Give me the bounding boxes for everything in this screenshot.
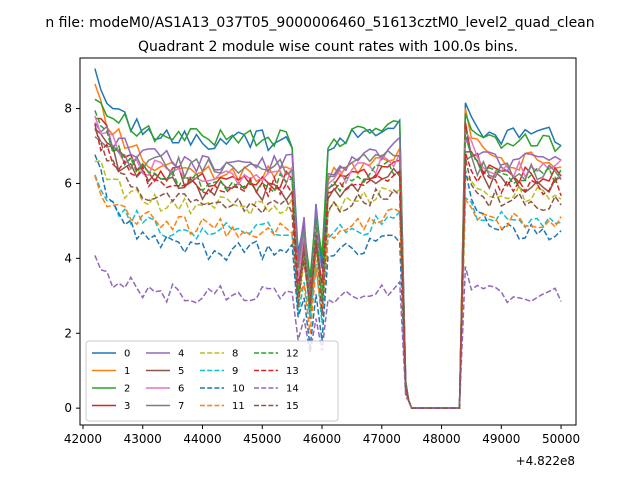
y-tick-label: 8 (64, 102, 72, 116)
y-tick-label: 2 (64, 326, 72, 340)
x-tick-label: 47000 (363, 432, 401, 446)
legend-label: 11 (232, 401, 245, 412)
series-line (94, 110, 562, 409)
x-tick-label: 45000 (243, 432, 281, 446)
plot-lines (94, 68, 562, 409)
figure-suptitle: n file: modeM0/AS1A13_037T05_9000006460_… (45, 15, 594, 31)
x-tick-label: 48000 (422, 432, 460, 446)
x-axis-offset-label: +4.822e8 (516, 454, 575, 468)
legend-label: 5 (178, 366, 184, 377)
series-line (94, 122, 562, 409)
legend-label: 12 (286, 349, 299, 360)
legend-label: 0 (124, 349, 130, 360)
series-line (94, 98, 562, 409)
legend-label: 3 (124, 401, 130, 412)
series-line (94, 128, 562, 409)
legend-label: 2 (124, 384, 130, 395)
series-line (94, 175, 562, 409)
legend-label: 4 (178, 349, 184, 360)
series-line (94, 68, 562, 409)
x-tick-label: 49000 (482, 432, 520, 446)
y-axis-ticks: 0 2 4 6 8 (64, 102, 80, 415)
legend-label: 8 (232, 349, 238, 360)
series-line (94, 174, 562, 409)
x-tick-label: 46000 (303, 432, 341, 446)
series-line (94, 154, 562, 409)
legend-label: 13 (286, 366, 299, 377)
series-line (94, 136, 562, 409)
axes-frame (79, 57, 577, 426)
x-axis-ticks: 42000 43000 44000 45000 46000 47000 48000 49000… (64, 425, 580, 446)
chart-title: Quadrant 2 module wise count rates with … (138, 39, 518, 55)
x-tick-label: 50000 (542, 432, 580, 446)
legend-label: 6 (178, 384, 184, 395)
x-tick-label: 43000 (124, 432, 162, 446)
legend-label: 14 (286, 384, 299, 395)
series-line (94, 255, 562, 409)
y-tick-label: 4 (64, 251, 72, 265)
legend-label: 1 (124, 366, 130, 377)
y-tick-label: 6 (64, 176, 72, 190)
x-tick-label: 42000 (64, 432, 102, 446)
legend-box (85, 340, 339, 422)
legend-label: 9 (232, 366, 238, 377)
legend-label: 7 (178, 401, 184, 412)
legend-label: 15 (286, 401, 299, 412)
series-line (94, 123, 562, 409)
x-tick-label: 44000 (183, 432, 221, 446)
legend-label: 10 (232, 384, 245, 395)
y-tick-label: 0 (64, 401, 72, 415)
